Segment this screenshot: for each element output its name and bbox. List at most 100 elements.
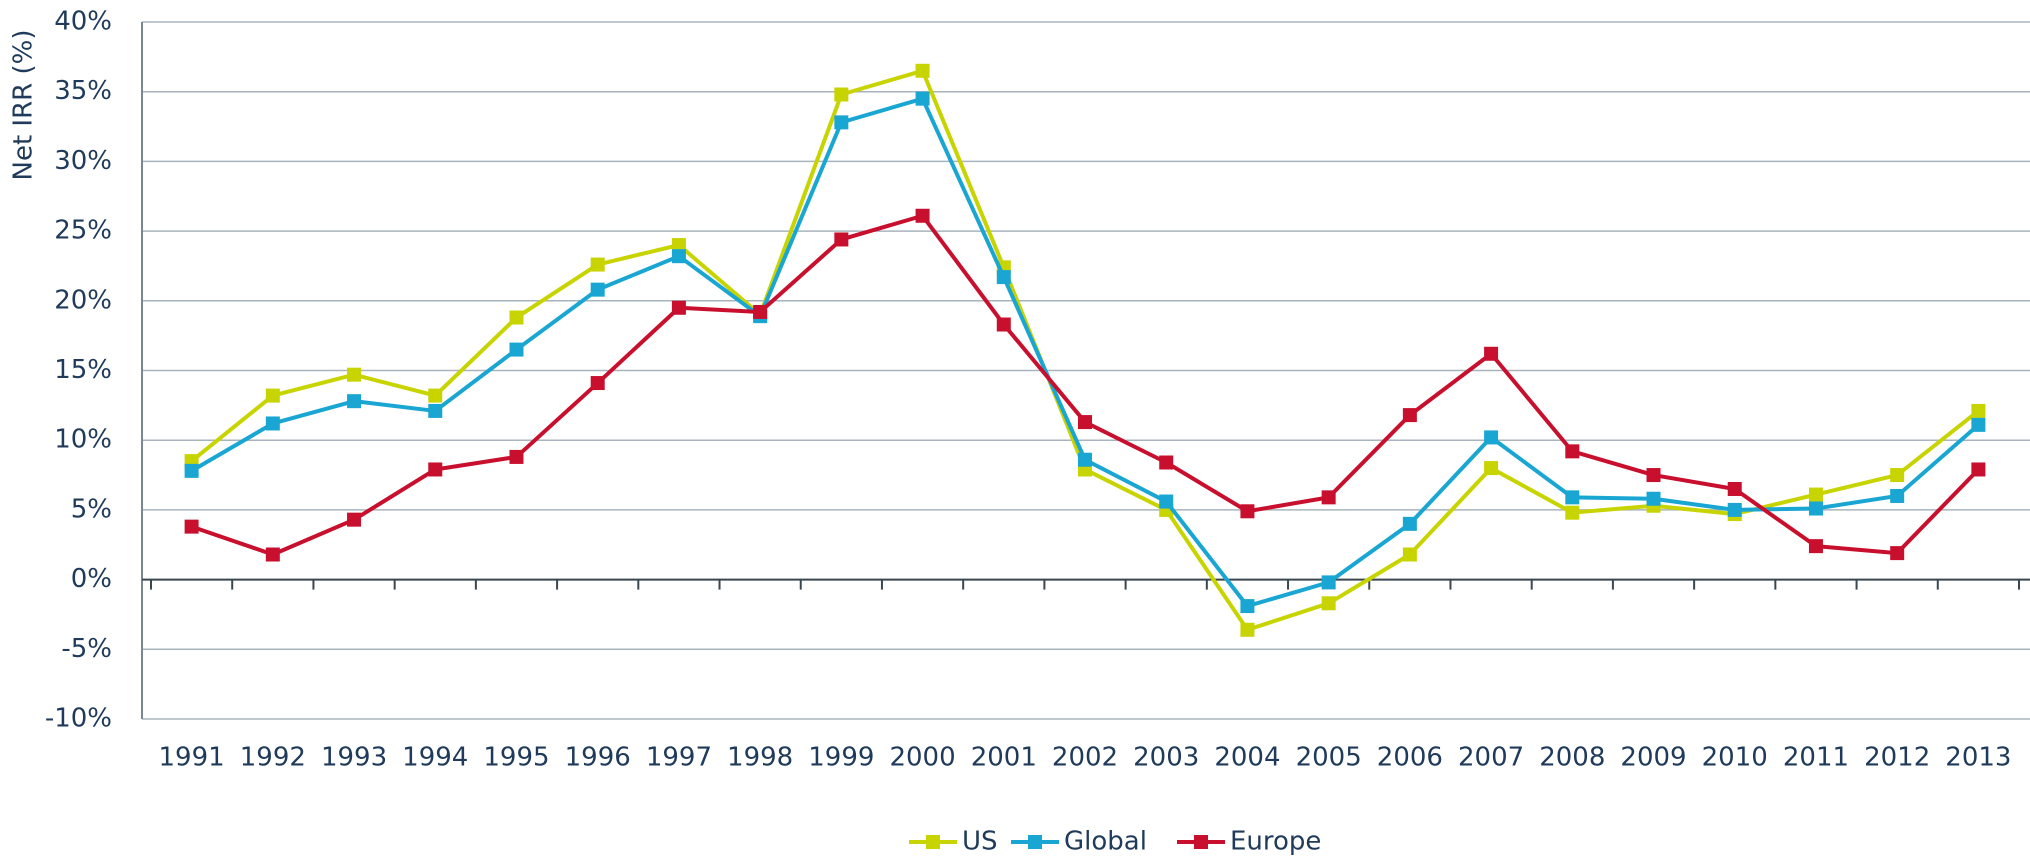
- y-tick-label: -5%: [61, 634, 112, 664]
- legend-swatch: [1028, 835, 1042, 849]
- marker: [1484, 461, 1499, 476]
- y-tick-label: 30%: [54, 146, 112, 176]
- x-tick-label: 1998: [727, 743, 793, 773]
- legend-swatch: [1194, 835, 1208, 849]
- x-tick-label: 1994: [402, 743, 468, 773]
- x-tick-label: 1991: [159, 743, 225, 773]
- marker: [1565, 490, 1580, 505]
- marker: [996, 270, 1011, 285]
- marker: [590, 282, 605, 297]
- y-tick-label: 25%: [54, 216, 112, 246]
- marker: [1078, 415, 1092, 430]
- marker: [1890, 468, 1905, 483]
- marker: [428, 403, 443, 418]
- marker: [1159, 455, 1174, 470]
- y-tick-label: 35%: [54, 76, 112, 106]
- marker: [1240, 599, 1255, 614]
- marker: [1402, 408, 1417, 423]
- y-tick-label: 0%: [71, 564, 112, 594]
- marker: [1890, 488, 1905, 503]
- x-tick-label: 2002: [1052, 743, 1118, 773]
- marker: [834, 87, 849, 102]
- marker: [1808, 501, 1823, 516]
- y-tick-label: 40%: [54, 7, 112, 37]
- marker: [1484, 346, 1499, 361]
- x-tick-label: 2006: [1377, 743, 1443, 773]
- marker: [1321, 575, 1336, 590]
- marker: [265, 388, 280, 403]
- marker: [671, 300, 686, 315]
- x-tick-label: 2011: [1783, 743, 1849, 773]
- legend-label: Global: [1064, 827, 1147, 857]
- marker: [509, 342, 524, 357]
- x-tick-label: 2004: [1214, 743, 1280, 773]
- legend-label: Europe: [1230, 827, 1321, 857]
- marker: [428, 388, 443, 403]
- marker: [1727, 502, 1742, 517]
- marker: [753, 304, 768, 319]
- marker: [1565, 505, 1580, 520]
- marker: [1321, 490, 1336, 505]
- marker: [428, 462, 443, 477]
- marker: [509, 449, 524, 464]
- x-tick-label: 1993: [321, 743, 387, 773]
- marker: [1727, 481, 1742, 496]
- x-tick-label: 1995: [483, 743, 549, 773]
- marker: [834, 115, 849, 130]
- y-tick-label: -10%: [45, 704, 112, 734]
- x-tick-label: 2007: [1458, 743, 1524, 773]
- marker: [1808, 487, 1823, 502]
- marker: [1971, 403, 1986, 418]
- y-tick-label: 20%: [54, 285, 112, 315]
- marker: [1484, 430, 1499, 445]
- marker: [1646, 491, 1661, 506]
- marker: [184, 463, 199, 478]
- y-tick-label: 10%: [54, 425, 112, 455]
- marker: [1240, 622, 1255, 637]
- marker: [265, 547, 280, 562]
- series-line: [190, 96, 1980, 609]
- series-line: [190, 213, 1980, 557]
- marker: [1971, 417, 1986, 432]
- x-tick-label: 2001: [971, 743, 1037, 773]
- x-tick-label: 2003: [1133, 743, 1199, 773]
- marker: [915, 208, 930, 223]
- marker: [347, 367, 362, 382]
- series-line: [190, 68, 1980, 632]
- marker: [1808, 539, 1823, 554]
- x-tick-label: 1997: [646, 743, 712, 773]
- x-tick-label: 2005: [1296, 743, 1362, 773]
- marker: [1159, 494, 1174, 509]
- marker: [1890, 546, 1905, 561]
- marker: [265, 416, 280, 431]
- marker: [915, 91, 930, 106]
- x-tick-label: 2010: [1702, 743, 1768, 773]
- x-tick-label: 1999: [808, 743, 874, 773]
- marker: [184, 519, 199, 534]
- x-tick-label: 2000: [889, 743, 955, 773]
- marker: [1321, 596, 1336, 611]
- legend-swatch: [926, 835, 940, 849]
- marker: [834, 232, 849, 247]
- y-tick-label: 15%: [54, 355, 112, 385]
- x-tick-label: 1996: [565, 743, 631, 773]
- y-tick-label: 5%: [71, 494, 112, 524]
- marker: [1646, 468, 1661, 483]
- marker: [671, 238, 686, 253]
- marker: [996, 317, 1011, 332]
- marker: [1402, 516, 1417, 531]
- marker: [347, 512, 362, 527]
- x-tick-label: 2012: [1864, 743, 1930, 773]
- marker: [590, 376, 605, 391]
- marker: [1971, 462, 1986, 477]
- marker: [1565, 444, 1580, 459]
- marker: [915, 63, 930, 78]
- marker: [1240, 504, 1255, 519]
- y-axis-label: Net IRR (%): [9, 30, 39, 181]
- marker: [509, 310, 524, 325]
- marker: [347, 394, 362, 409]
- legend-label: US: [962, 827, 998, 857]
- x-tick-label: 2013: [1945, 743, 2011, 773]
- x-tick-label: 2008: [1539, 743, 1605, 773]
